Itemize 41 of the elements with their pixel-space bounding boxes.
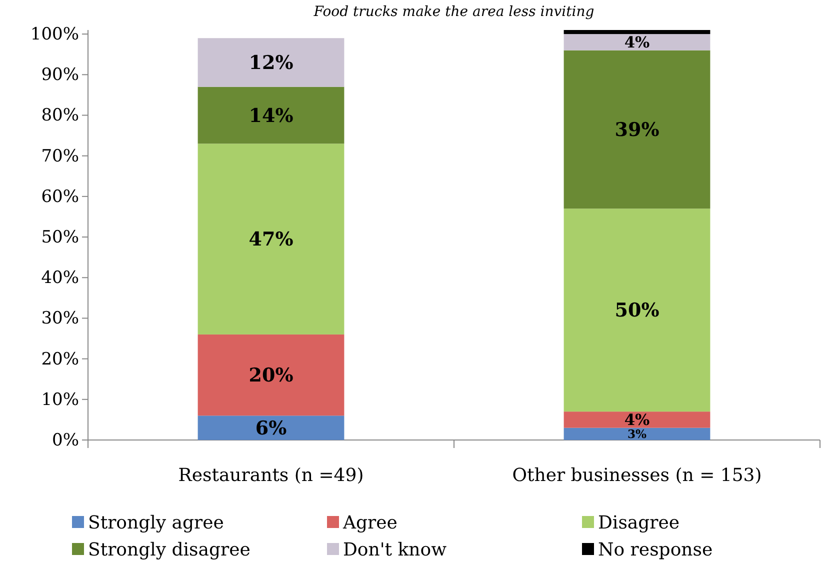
y-tick-label: 100% [30,24,79,44]
bar [564,34,710,50]
x-tick-label: Restaurants (n =49) [178,464,364,486]
bar [564,50,710,209]
x-tick-label: Other businesses (n = 153) [512,464,762,486]
y-tick-label: 10% [41,390,79,410]
legend-label: Strongly disagree [88,539,250,560]
bar [198,38,344,87]
data-label: 4% [624,34,650,52]
bar [564,30,710,34]
legend-label: Agree [342,512,398,534]
y-tick-label: 40% [41,268,79,288]
data-label: 14% [248,104,294,127]
chart-title: Food trucks make the area less inviting [312,4,594,20]
legend-label: Don't know [343,539,448,560]
bar [198,144,344,334]
data-label: 39% [614,119,660,142]
y-tick-label: 90% [41,65,79,86]
legend-label: No response [598,539,713,560]
bar [564,412,710,428]
y-tick-label: 20% [41,349,79,370]
data-label: 4% [624,411,650,430]
legend-label: Strongly agree [88,512,224,534]
y-tick-label: 70% [41,146,79,166]
bar [198,334,344,416]
y-tick-label: 30% [41,308,79,329]
y-tick-label: 80% [41,106,79,126]
bar [198,86,344,144]
bar [564,208,710,412]
data-label: 47% [248,228,294,251]
data-label: 6% [255,417,287,440]
data-label: 3% [627,426,647,441]
data-label: 20% [248,364,294,387]
bar [198,416,344,440]
y-tick-label: 0% [52,430,79,450]
data-label: 12% [248,52,294,74]
y-tick-label: 60% [41,186,79,207]
bar [564,428,710,440]
legend-label: Disagree [598,512,680,534]
y-tick-label: 50% [41,227,79,248]
data-label: 50% [614,300,660,322]
